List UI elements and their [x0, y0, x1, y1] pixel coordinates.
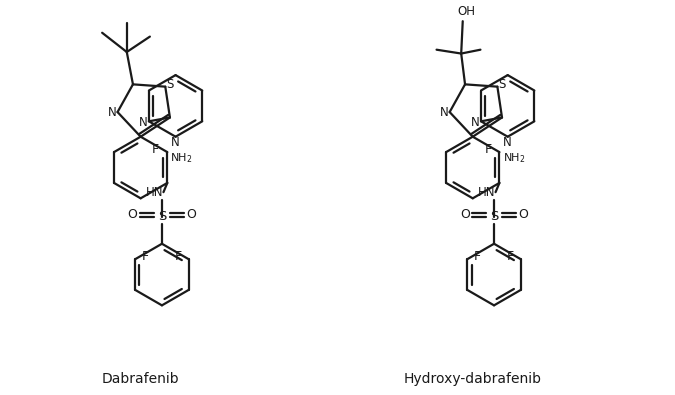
Text: NH$_2$: NH$_2$: [171, 151, 193, 165]
Text: N: N: [471, 116, 480, 129]
Text: N: N: [139, 116, 148, 129]
Text: F: F: [174, 250, 182, 263]
Text: O: O: [460, 208, 470, 221]
Text: O: O: [518, 208, 529, 221]
Text: O: O: [186, 208, 196, 221]
Text: O: O: [128, 208, 138, 221]
Text: HN: HN: [146, 186, 164, 199]
Text: F: F: [142, 250, 148, 263]
Text: F: F: [474, 250, 481, 263]
Text: Dabrafenib: Dabrafenib: [102, 372, 180, 386]
Text: HN: HN: [479, 186, 496, 199]
Text: Hydroxy-dabrafenib: Hydroxy-dabrafenib: [404, 372, 542, 386]
Text: N: N: [108, 105, 117, 118]
Text: N: N: [171, 136, 180, 149]
Text: S: S: [158, 210, 166, 223]
Text: NH$_2$: NH$_2$: [503, 151, 525, 165]
Text: S: S: [498, 78, 506, 91]
Text: N: N: [504, 136, 512, 149]
Text: F: F: [152, 143, 159, 156]
Text: F: F: [506, 250, 514, 263]
Text: S: S: [166, 78, 173, 91]
Text: F: F: [484, 143, 491, 156]
Text: S: S: [490, 210, 498, 223]
Text: N: N: [440, 105, 449, 118]
Text: OH: OH: [458, 6, 476, 19]
